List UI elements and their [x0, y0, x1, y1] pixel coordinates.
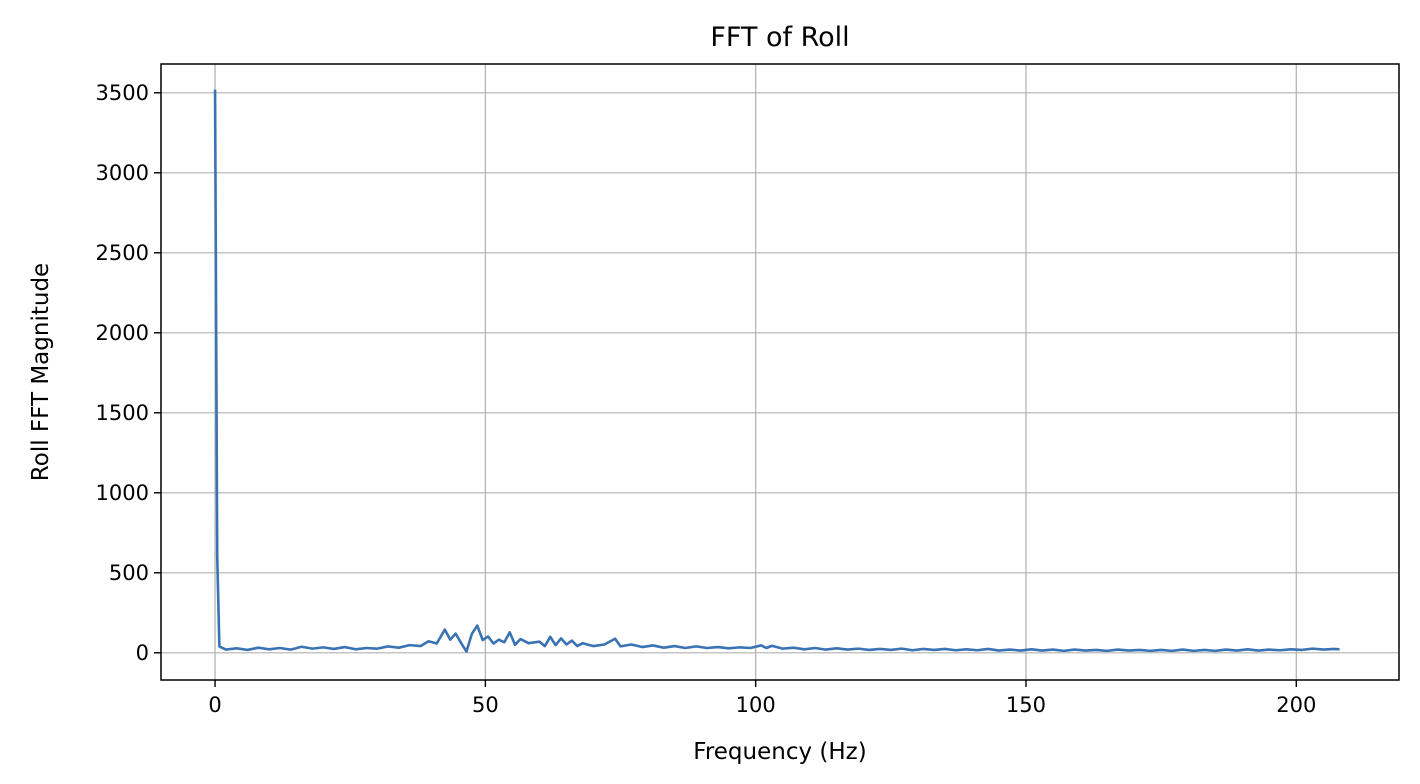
- x-axis-label: Frequency (Hz): [693, 739, 866, 765]
- fft-series-line: [213, 89, 1340, 653]
- y-tick-label: 1000: [96, 481, 149, 505]
- y-tick-label: 2500: [96, 241, 149, 265]
- y-tick-label: 500: [109, 561, 149, 585]
- x-tick-label: 200: [1276, 693, 1316, 717]
- y-tick-label: 2000: [96, 321, 149, 345]
- x-tick-label: 50: [472, 693, 499, 717]
- series-layer: [213, 89, 1340, 653]
- y-tick-label: 1500: [96, 401, 149, 425]
- x-tick-label: 0: [208, 693, 221, 717]
- plot-frame: [160, 63, 1400, 681]
- x-tick-label: 150: [1006, 693, 1046, 717]
- y-tick-label: 0: [136, 641, 149, 665]
- grid-lines: [161, 64, 1399, 680]
- chart-title: FFT of Roll: [710, 22, 849, 53]
- y-axis-label: Roll FFT Magnitude: [28, 263, 54, 481]
- x-tick-label: 100: [736, 693, 776, 717]
- y-tick-label: 3500: [96, 81, 149, 105]
- y-tick-label: 3000: [96, 161, 149, 185]
